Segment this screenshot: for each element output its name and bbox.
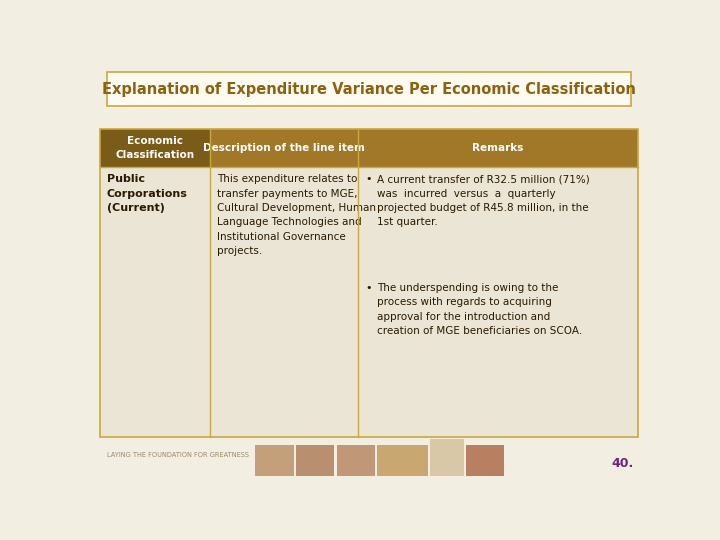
- Bar: [466, 446, 504, 476]
- Bar: [210, 129, 359, 167]
- Text: Description of the line item: Description of the line item: [203, 143, 365, 153]
- Text: •: •: [365, 283, 372, 293]
- Bar: [431, 439, 464, 476]
- Bar: [377, 446, 428, 476]
- Bar: [359, 129, 638, 167]
- Text: •: •: [365, 174, 372, 184]
- Bar: [337, 446, 374, 476]
- Bar: [210, 167, 359, 437]
- Bar: [100, 129, 210, 167]
- Text: Explanation of Expenditure Variance Per Economic Classification: Explanation of Expenditure Variance Per …: [102, 82, 636, 97]
- Text: This expenditure relates to
transfer payments to MGE,
Cultural Development, Huma: This expenditure relates to transfer pay…: [217, 174, 376, 256]
- Text: Public
Corporations
(Current): Public Corporations (Current): [107, 174, 188, 213]
- Text: A current transfer of R32.5 million (71%)
was  incurred  versus  a  quarterly
pr: A current transfer of R32.5 million (71%…: [377, 174, 590, 227]
- Text: 40.: 40.: [612, 457, 634, 470]
- Bar: [100, 129, 638, 437]
- Bar: [359, 167, 638, 437]
- Text: The underspending is owing to the
process with regards to acquiring
approval for: The underspending is owing to the proces…: [377, 283, 582, 336]
- Text: LAYING THE FOUNDATION FOR GREATNESS: LAYING THE FOUNDATION FOR GREATNESS: [107, 452, 248, 458]
- Bar: [297, 446, 334, 476]
- Bar: [255, 446, 294, 476]
- Bar: [107, 72, 631, 106]
- Bar: [100, 167, 210, 437]
- Text: Economic
Classification: Economic Classification: [116, 137, 194, 159]
- Text: Remarks: Remarks: [472, 143, 523, 153]
